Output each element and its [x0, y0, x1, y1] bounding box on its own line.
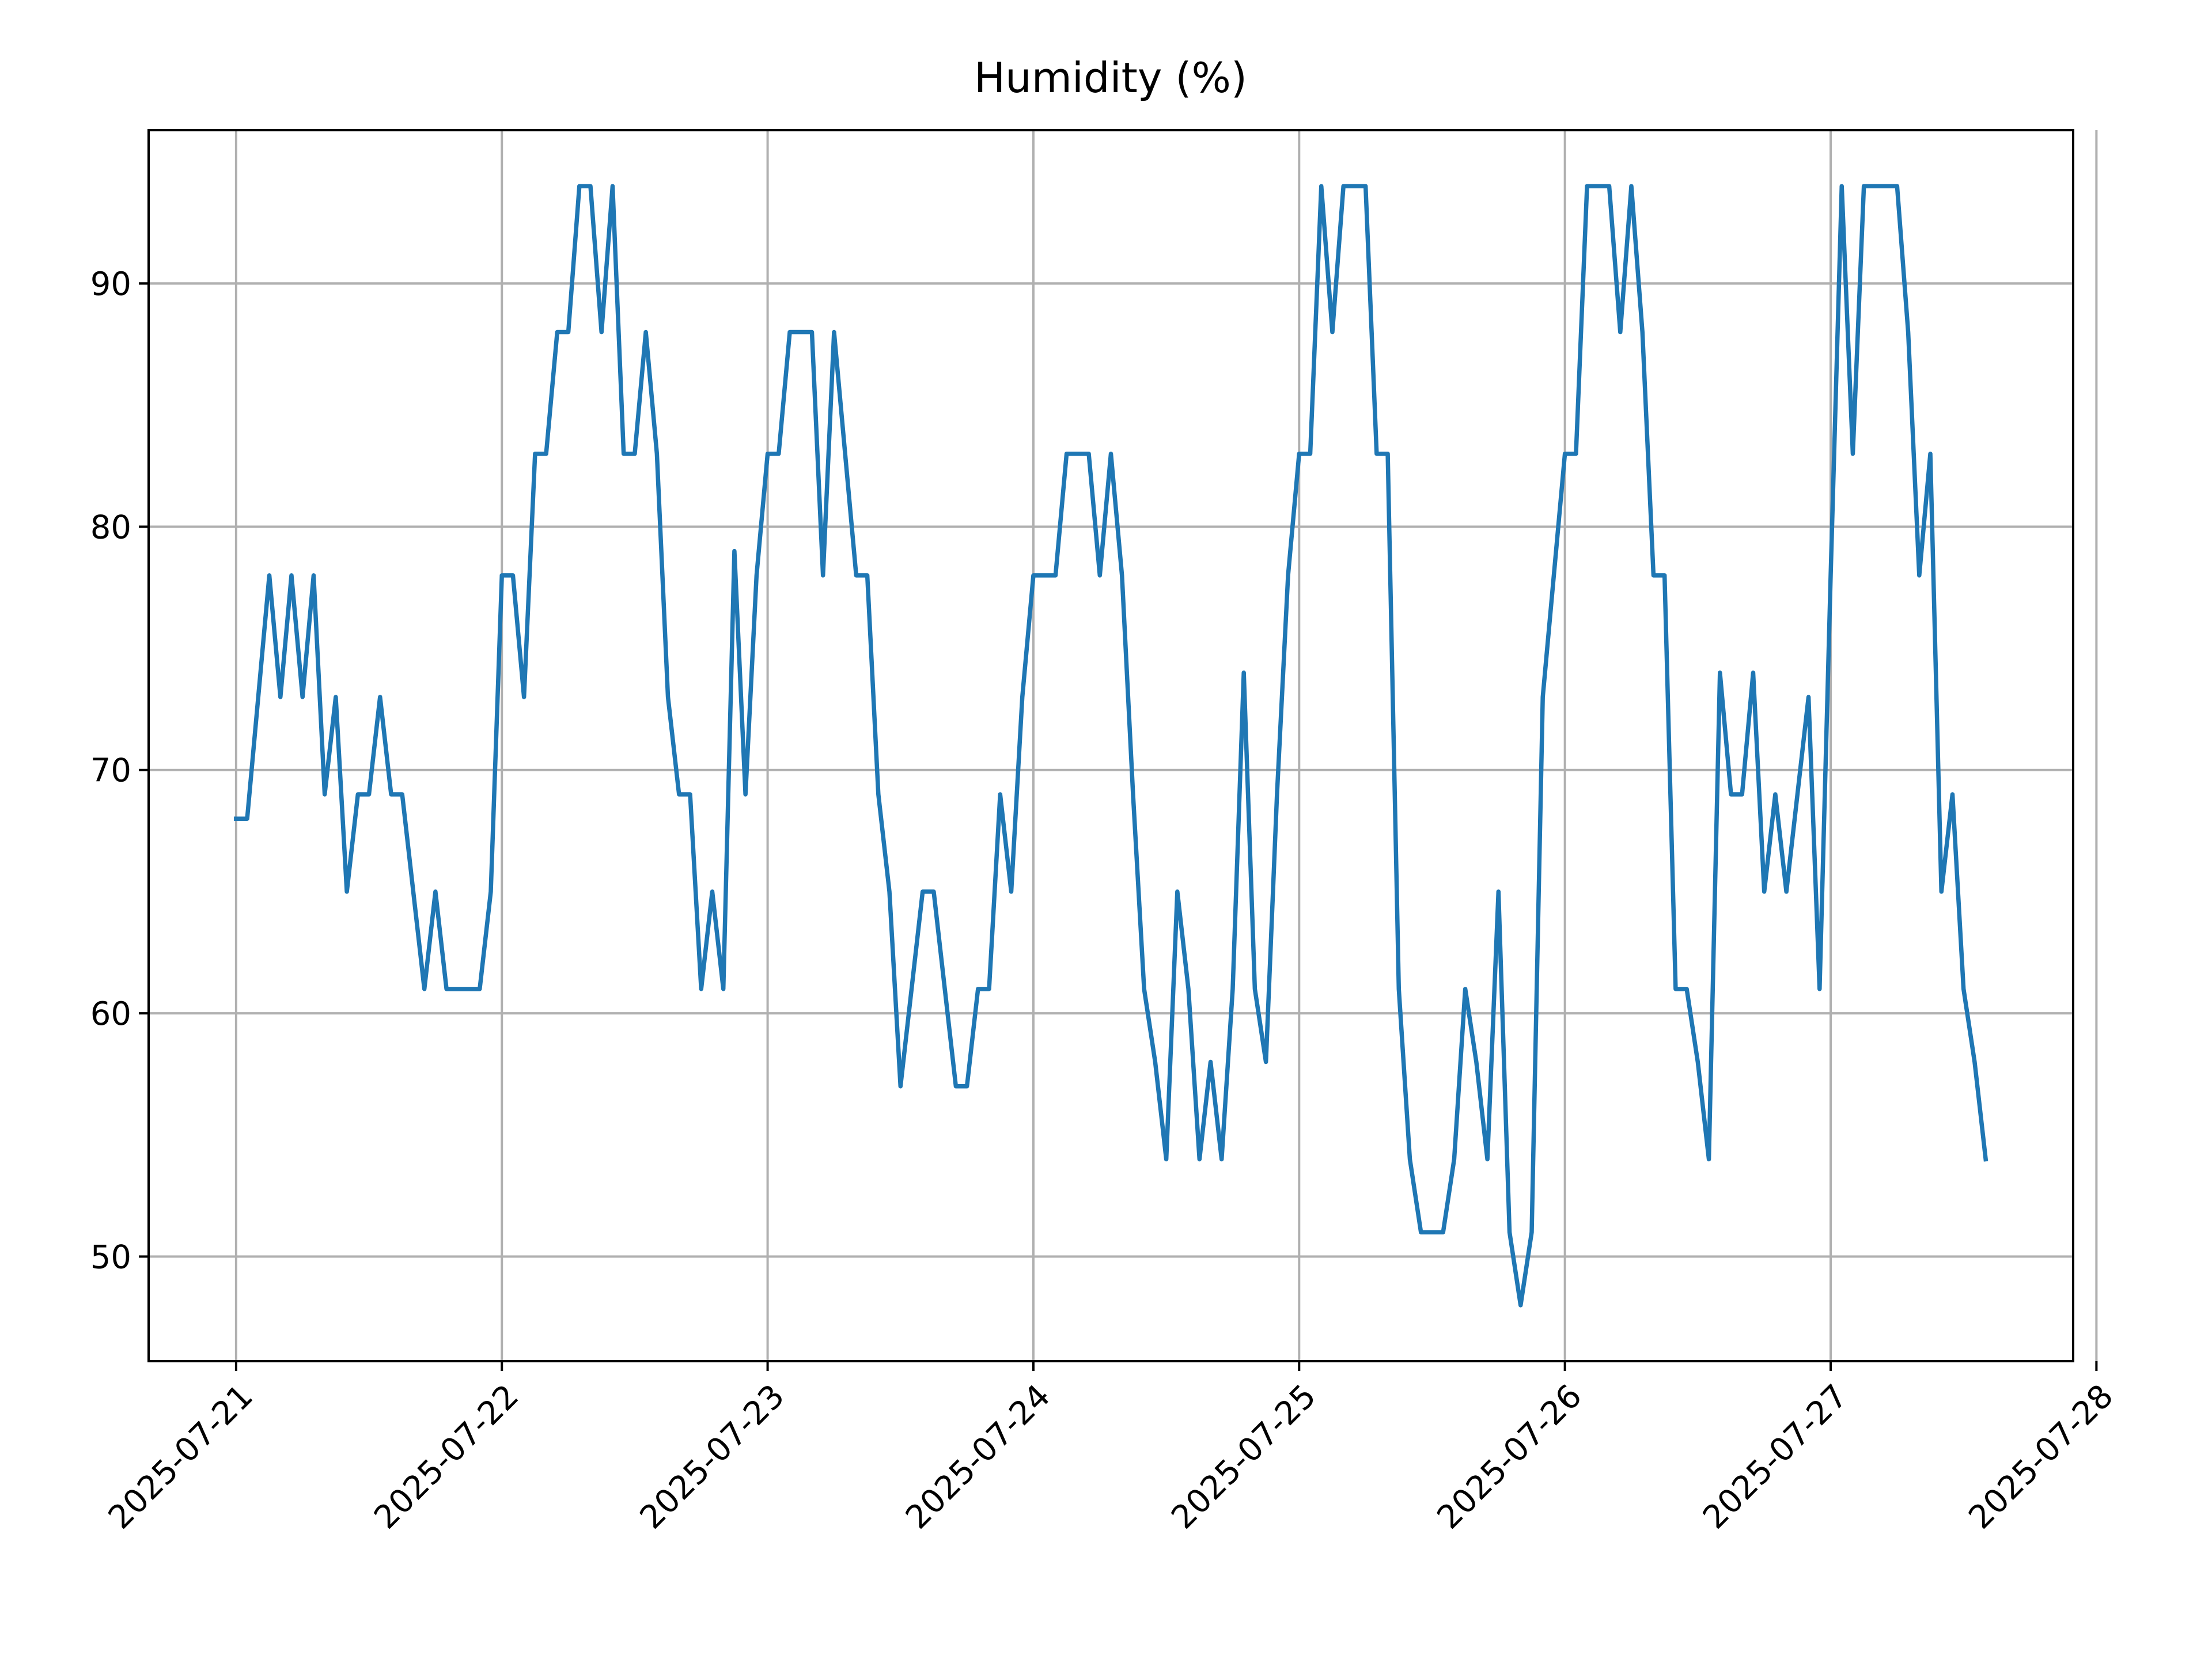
y-tick-label: 90 — [90, 266, 131, 303]
y-tick-label: 50 — [90, 1238, 131, 1276]
plot-frame — [147, 129, 2074, 1362]
chart-title: Humidity (%) — [974, 54, 1247, 102]
y-tick-label: 60 — [90, 995, 131, 1033]
data-line — [234, 184, 1988, 1308]
y-tick-label: 70 — [90, 752, 131, 790]
y-tick-label: 80 — [90, 509, 131, 546]
